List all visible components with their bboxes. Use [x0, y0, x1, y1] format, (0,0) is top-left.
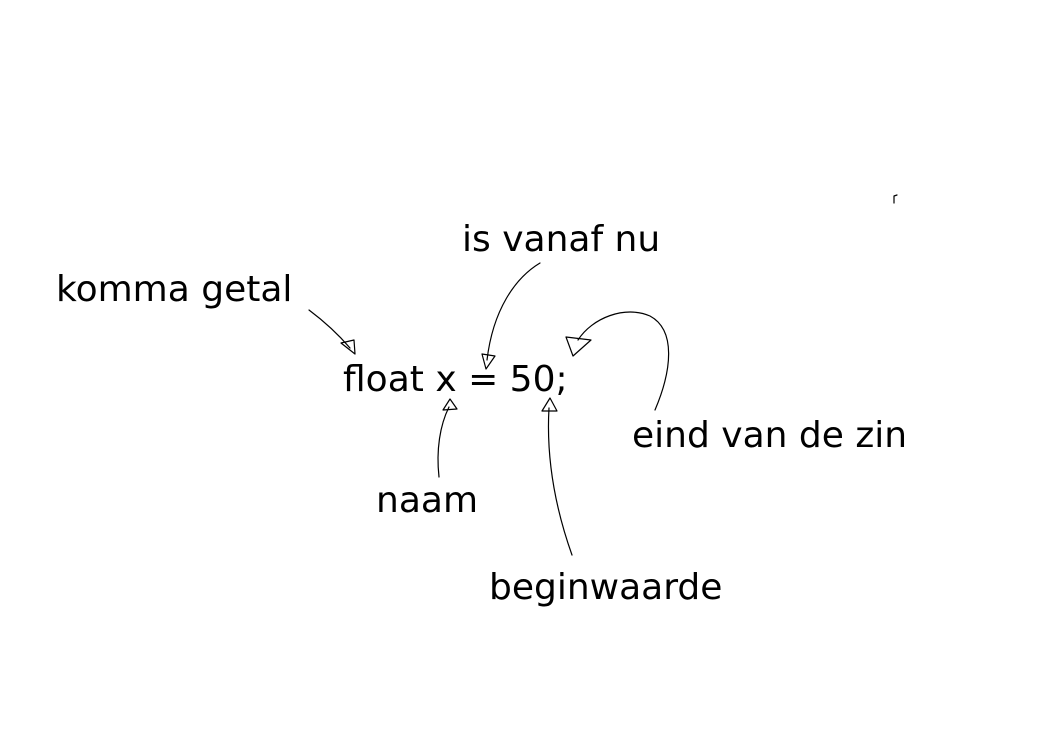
arrow-type	[308, 309, 351, 349]
arrowhead-assignment	[481, 353, 496, 370]
label-statement-end: eind van de zin	[632, 415, 908, 456]
label-type: komma getal	[56, 269, 293, 310]
arrowhead-name	[442, 398, 458, 411]
label-assignment: is vanaf nu	[462, 219, 661, 260]
arrow-initial-value	[547, 407, 573, 556]
label-initial-value: beginwaarde	[489, 567, 723, 608]
arrow-statement-end	[577, 311, 670, 411]
code-line: float x = 50;	[343, 359, 568, 400]
label-name: naam	[376, 480, 479, 521]
stray-mark	[893, 194, 898, 204]
arrowhead-initial-value	[541, 397, 558, 412]
arrowhead-type	[340, 339, 356, 355]
arrow-name	[437, 406, 450, 478]
arrowhead-statement-end	[565, 336, 592, 357]
arrow-assignment	[486, 262, 541, 361]
